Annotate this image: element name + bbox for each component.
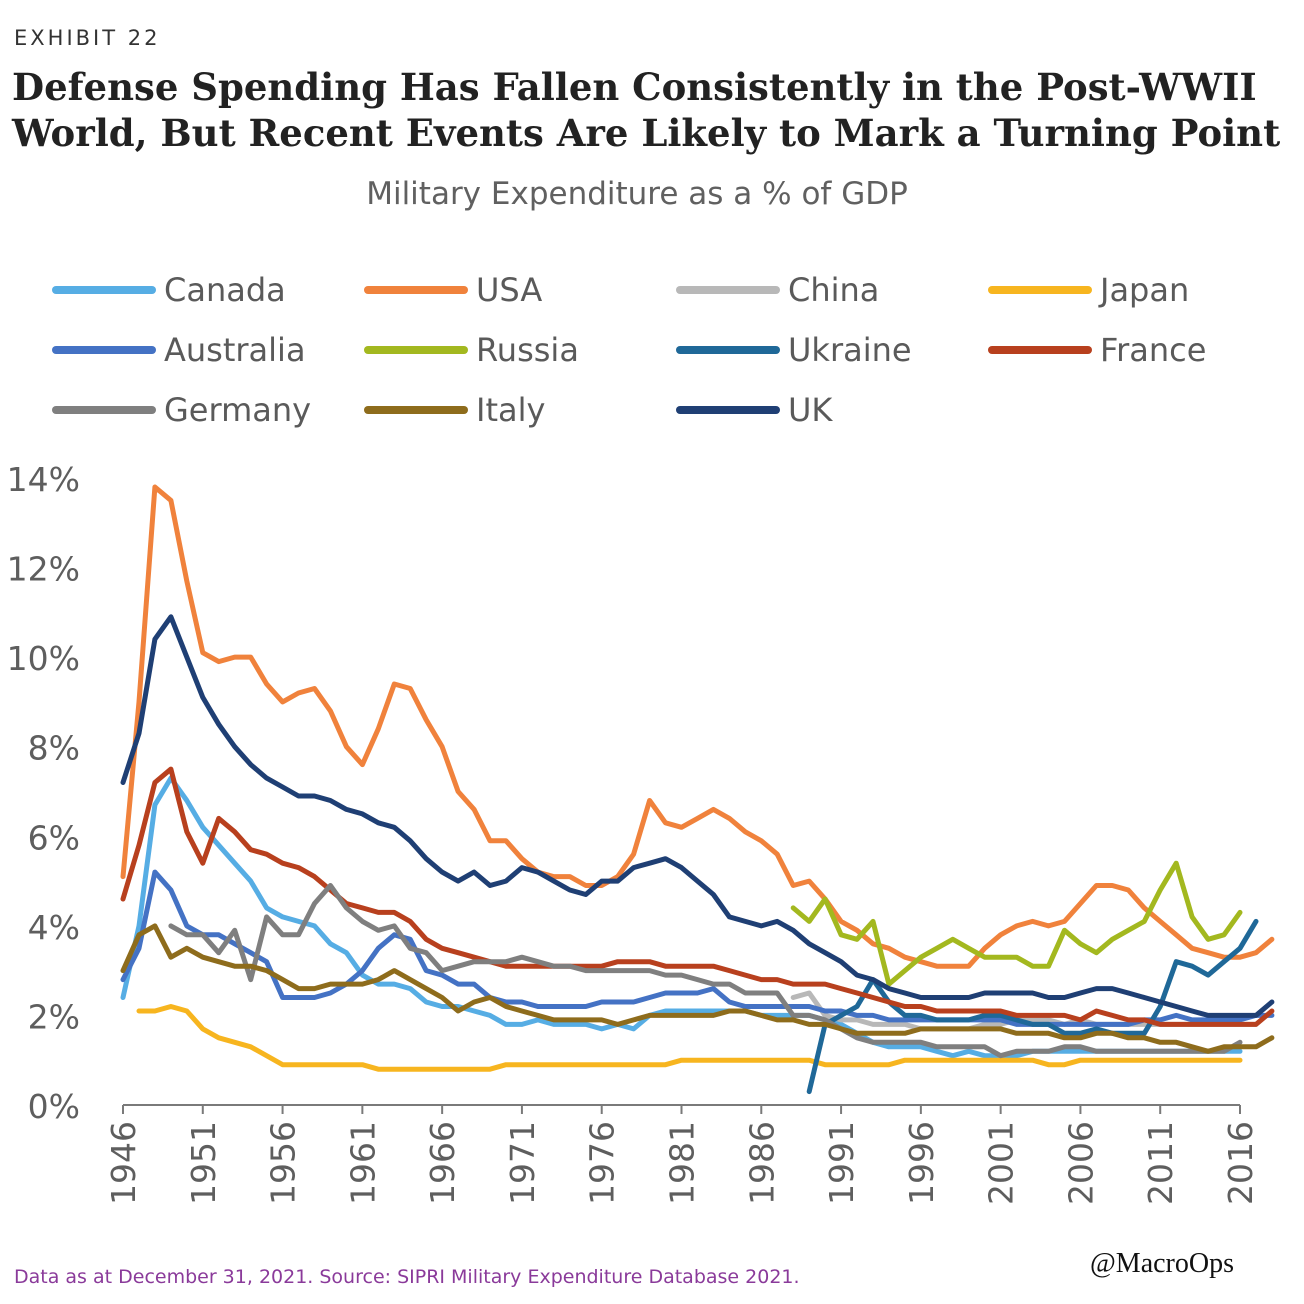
- chart-subtitle: Military Expenditure as a % of GDP: [366, 176, 908, 212]
- legend: Canada USA China Japan Australia Russia Ukrain…: [0, 260, 1304, 440]
- chart-title-line-1: Defense Spending Has Fallen Consistently…: [12, 65, 1257, 109]
- x-tick-label: 2016: [1221, 1121, 1260, 1205]
- legend-item-australia: Australia: [52, 328, 306, 372]
- x-tick-label: 1966: [423, 1121, 462, 1205]
- legend-item-uk: UK: [676, 388, 832, 432]
- x-tick-label: 1956: [264, 1121, 303, 1205]
- legend-swatch-germany: [52, 406, 156, 414]
- x-tick-label: 1946: [104, 1121, 143, 1205]
- legend-label-canada: Canada: [164, 271, 286, 309]
- y-tick-label: 2%: [28, 997, 80, 1036]
- legend-label-italy: Italy: [476, 391, 546, 429]
- y-tick-label: 10%: [7, 639, 80, 678]
- chart-title: Defense Spending Has Fallen Consistently…: [12, 64, 1297, 156]
- x-tick-label: 1961: [343, 1121, 382, 1205]
- legend-label-france: France: [1100, 331, 1207, 369]
- legend-swatch-uk: [676, 406, 780, 414]
- legend-swatch-russia: [364, 346, 468, 354]
- source-note: Data as at December 31, 2021. Source: SI…: [14, 1266, 800, 1288]
- series-line-uk: [120, 614, 1275, 1018]
- line-chart: 0% 2% 4% 6% 8% 10% 12% 14% 1946 1951 1956 1961 1966…: [7, 460, 1275, 1205]
- legend-item-usa: USA: [364, 268, 542, 312]
- legend-item-france: France: [988, 328, 1206, 372]
- x-tick-label: 2006: [1061, 1121, 1100, 1205]
- y-tick-label: 6%: [28, 818, 80, 857]
- y-tick-label: 8%: [28, 729, 80, 768]
- y-axis: 0% 2% 4% 6% 8% 10% 12% 14%: [7, 460, 80, 1126]
- legend-item-japan: Japan: [988, 268, 1189, 312]
- series-line-italy: [120, 923, 1275, 1054]
- x-tick-label: 1981: [663, 1121, 702, 1205]
- legend-swatch-canada: [52, 286, 156, 294]
- y-tick-label: 14%: [7, 460, 80, 499]
- series-line-germany: [168, 883, 1243, 1059]
- exhibit-label: EXHIBIT 22: [14, 26, 161, 50]
- y-tick-label: 4%: [28, 908, 80, 947]
- legend-swatch-ukraine: [676, 346, 780, 354]
- series-line-russia: [790, 860, 1243, 987]
- legend-label-russia: Russia: [476, 331, 579, 369]
- legend-label-china: China: [788, 271, 880, 309]
- legend-swatch-australia: [52, 346, 156, 354]
- series-layer: [120, 484, 1275, 1095]
- legend-item-russia: Russia: [364, 328, 579, 372]
- legend-label-japan: Japan: [1100, 271, 1190, 309]
- x-tick-label: 2001: [982, 1121, 1021, 1205]
- legend-swatch-china: [676, 286, 780, 294]
- x-tick-label: 1976: [583, 1121, 622, 1205]
- y-tick-label: 12%: [7, 550, 80, 589]
- series-line-japan: [136, 1004, 1243, 1072]
- series-line-ukraine: [806, 918, 1259, 1095]
- series-line-usa: [120, 484, 1275, 969]
- chart-title-line-2: World, But Recent Events Are Likely to M…: [12, 111, 1281, 155]
- legend-item-germany: Germany: [52, 388, 311, 432]
- x-tick-label: 1991: [822, 1121, 861, 1205]
- x-tick-label: 1996: [902, 1121, 941, 1205]
- x-tick-label: 1971: [503, 1121, 542, 1205]
- legend-item-canada: Canada: [52, 268, 286, 312]
- legend-swatch-japan: [988, 286, 1092, 294]
- series-line-australia: [120, 869, 1275, 1027]
- legend-item-italy: Italy: [364, 388, 545, 432]
- y-tick-label: 0%: [28, 1087, 80, 1126]
- legend-item-ukraine: Ukraine: [676, 328, 912, 372]
- legend-label-australia: Australia: [164, 331, 306, 369]
- legend-label-uk: UK: [788, 391, 833, 429]
- legend-item-china: China: [676, 268, 879, 312]
- x-tick-label: 2011: [1141, 1121, 1180, 1205]
- legend-label-ukraine: Ukraine: [788, 331, 912, 369]
- series-line-france: [120, 766, 1275, 1027]
- x-tick-label: 1951: [184, 1121, 223, 1205]
- x-axis: 1946 1951 1956 1961 1966 1971 1976 1981 1986 1991…: [104, 1104, 1260, 1205]
- legend-swatch-italy: [364, 406, 468, 414]
- legend-label-usa: USA: [476, 271, 543, 309]
- credit-watermark: @MacroOps: [1090, 1248, 1234, 1279]
- x-tick-label: 1986: [742, 1121, 781, 1205]
- legend-swatch-france: [988, 346, 1092, 354]
- legend-swatch-usa: [364, 286, 468, 294]
- legend-label-germany: Germany: [164, 391, 312, 429]
